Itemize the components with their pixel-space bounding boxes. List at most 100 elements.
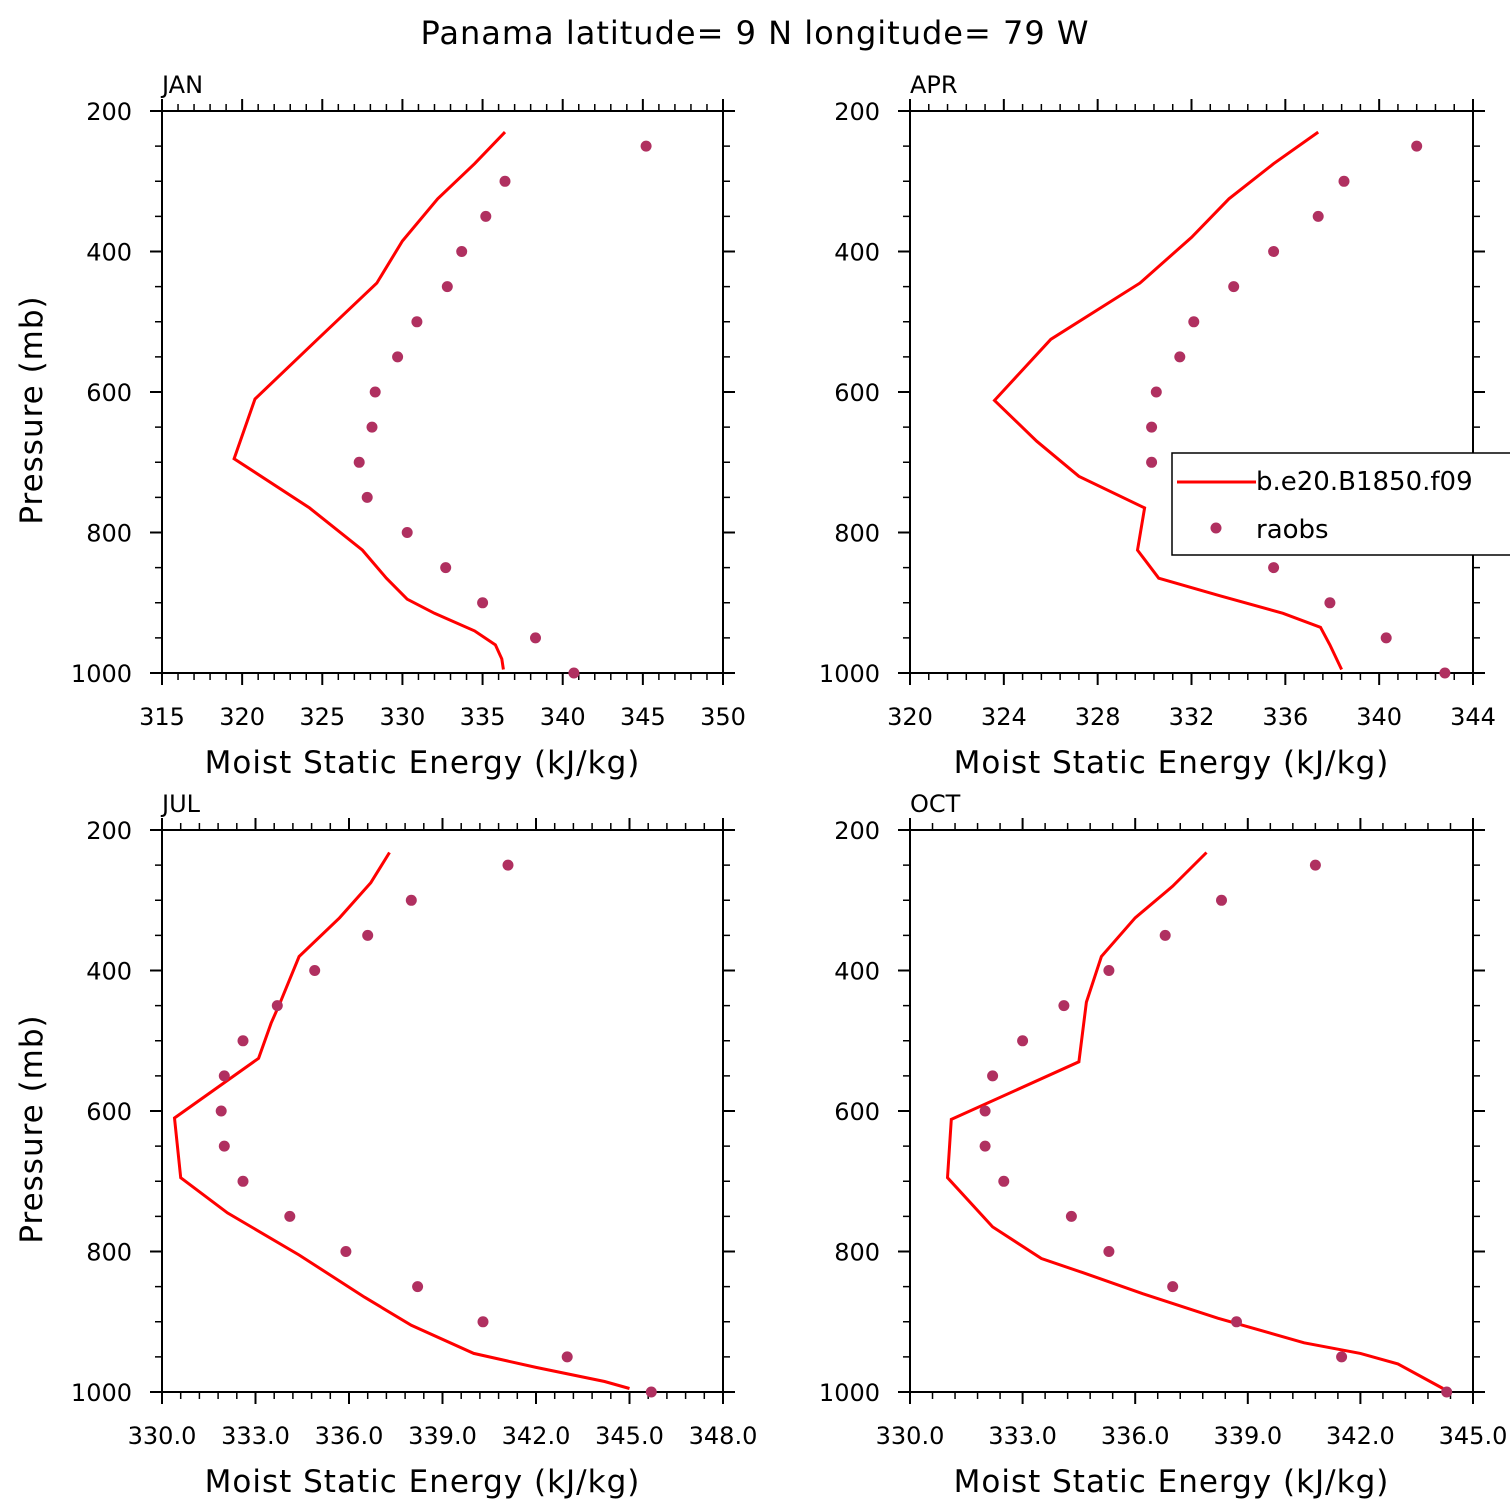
raobs-point (1146, 456, 1158, 468)
raobs-point (218, 1140, 230, 1152)
y-tick-label: 400 (86, 958, 132, 986)
x-tick-label: 330.0 (876, 1422, 945, 1450)
x-tick-label: 345.0 (595, 1422, 664, 1450)
raobs-point (480, 210, 492, 222)
panel-label: APR (910, 71, 958, 99)
raobs-point (640, 140, 652, 152)
raobs-point (979, 1105, 991, 1117)
y-axis-label: Pressure (mb) (14, 295, 50, 524)
panel-jan: JAN 315 320 325 330 335 340 345 350 200 400 600 800 1… (14, 71, 746, 781)
raobs-point (1103, 965, 1115, 976)
legend-marker-swatch (1210, 522, 1222, 534)
y-tick-label: 600 (834, 379, 880, 407)
raobs-point (645, 1386, 657, 1398)
raobs-point (477, 597, 489, 609)
x-tick-label: 332 (1169, 703, 1215, 731)
raobs-point (979, 1140, 991, 1152)
raobs-point (1231, 1316, 1242, 1328)
y-tick-label: 800 (86, 1239, 132, 1267)
x-axis-label: Moist Static Energy (kJ/kg) (205, 1464, 641, 1500)
x-tick-label: 325 (299, 703, 345, 731)
raobs-point (1336, 1351, 1348, 1363)
raobs-point (366, 421, 378, 433)
raobs-point (392, 351, 404, 363)
x-tick-label: 339.0 (1213, 1422, 1282, 1450)
y-tick-label: 800 (834, 520, 880, 548)
y-tick-label: 400 (86, 239, 132, 267)
raobs-point (568, 667, 580, 679)
x-tick-label: 320 (219, 703, 265, 731)
x-tick-label: 336.0 (315, 1422, 384, 1450)
raobs-point (1338, 175, 1350, 187)
x-tick-label: 344 (1450, 703, 1496, 731)
y-tick-label: 800 (834, 1239, 880, 1267)
raobs-point (502, 859, 514, 871)
raobs-point (499, 175, 511, 187)
raobs-point (340, 1246, 352, 1257)
x-tick-label: 340 (1356, 703, 1402, 731)
y-tick-label: 600 (86, 379, 132, 407)
raobs-point (441, 281, 453, 293)
raobs-point (309, 965, 321, 976)
y-tick-label: 200 (86, 98, 132, 126)
x-axis-label: Moist Static Energy (kJ/kg) (954, 745, 1390, 781)
y-tick-label: 200 (834, 817, 880, 845)
raobs-point (1441, 1386, 1453, 1398)
raobs-point (271, 1000, 283, 1012)
figure-title: Panama latitude= 9 N longitude= 79 W (421, 14, 1090, 52)
raobs-point (1017, 1035, 1029, 1047)
plot-frame (909, 829, 1474, 1393)
x-tick-label: 348.0 (689, 1422, 758, 1450)
y-tick-label: 400 (834, 239, 880, 267)
raobs-point (1188, 316, 1200, 328)
model-profile-line (232, 131, 507, 670)
raobs-point (1380, 632, 1392, 644)
raobs-point (1439, 667, 1451, 679)
raobs-point (215, 1105, 227, 1117)
y-axis-label: Pressure (mb) (14, 1014, 50, 1243)
panel-apr: APR 320 324 328 332 336 340 344 200 400 600 800 1000… (819, 71, 1496, 781)
y-tick-label: 600 (834, 1098, 880, 1126)
raobs-point (530, 632, 541, 644)
raobs-point (1174, 351, 1186, 363)
raobs-point (456, 246, 468, 257)
y-tick-label: 1000 (71, 660, 132, 688)
raobs-point (1268, 562, 1280, 574)
y-tick-label: 200 (86, 817, 132, 845)
raobs-point (405, 894, 417, 906)
raobs-point (401, 527, 413, 538)
x-tick-label: 324 (981, 703, 1027, 731)
x-tick-label: 339.0 (408, 1422, 477, 1450)
x-tick-label: 330.0 (128, 1422, 197, 1450)
x-tick-label: 333.0 (221, 1422, 290, 1450)
y-tick-label: 400 (834, 958, 880, 986)
x-tick-label: 320 (887, 703, 933, 731)
raobs-point (1228, 281, 1240, 293)
x-tick-label: 336.0 (1101, 1422, 1170, 1450)
y-tick-label: 1000 (819, 1379, 880, 1407)
y-tick-label: 1000 (819, 660, 880, 688)
x-tick-label: 330 (380, 703, 426, 731)
x-tick-label: 336 (1262, 703, 1308, 731)
raobs-point (284, 1210, 296, 1222)
panel-label: OCT (910, 790, 961, 818)
raobs-point (1150, 386, 1162, 398)
raobs-point (998, 1175, 1010, 1187)
raobs-point (353, 456, 365, 468)
raobs-point (369, 386, 381, 398)
x-tick-label: 342.0 (502, 1422, 571, 1450)
x-tick-label: 315 (139, 703, 185, 731)
y-tick-label: 200 (834, 98, 880, 126)
x-axis-label: Moist Static Energy (kJ/kg) (205, 745, 641, 781)
x-tick-label: 333.0 (988, 1422, 1057, 1450)
legend-box (1171, 452, 1510, 556)
panel-oct: OCT 330.0 333.0 336.0 339.0 342.0 345.0 200 400 6… (819, 790, 1507, 1500)
raobs-point (1216, 894, 1227, 906)
x-tick-label: 345 (620, 703, 666, 731)
model-profile-line (992, 130, 1343, 671)
x-tick-label: 350 (700, 703, 746, 731)
raobs-point (987, 1070, 999, 1082)
raobs-point (361, 491, 373, 503)
model-profile-line (172, 851, 630, 1390)
raobs-point (561, 1351, 573, 1363)
